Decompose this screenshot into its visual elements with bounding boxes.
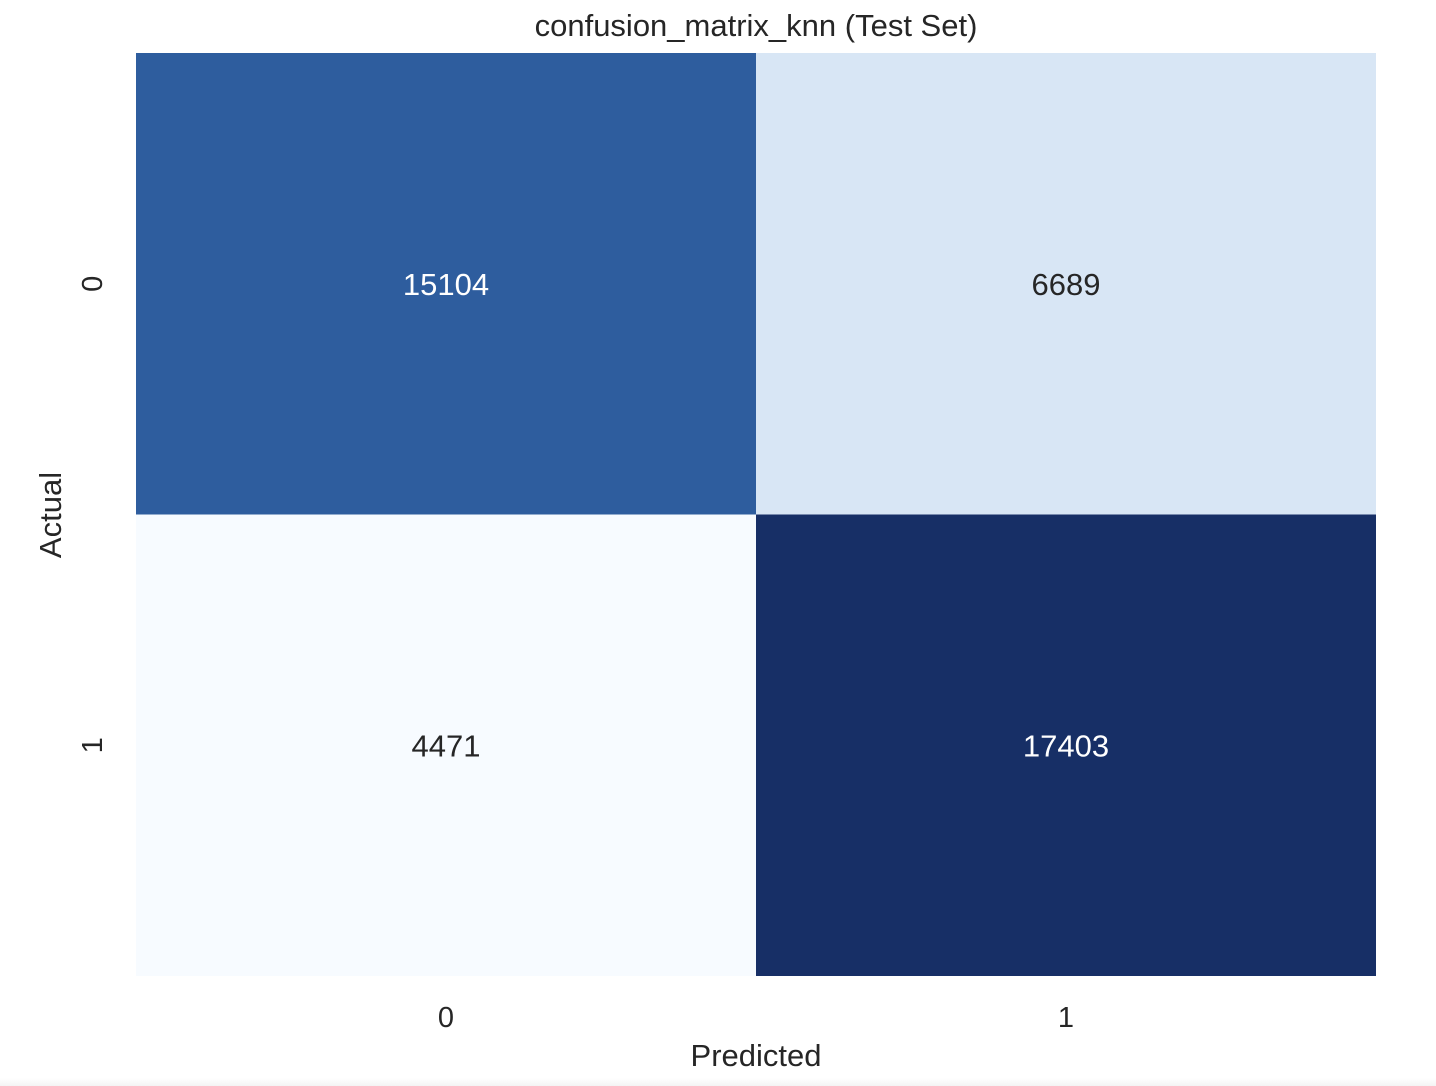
cell-value-r1-c0: 4471 [412,728,481,763]
heatmap-cell-r1-c0 [136,514,756,976]
cell-value-r0-c1: 6689 [1032,267,1101,302]
bottom-edge-shade [0,1078,1436,1086]
cell-value-r0-c0: 15104 [403,267,489,302]
cell-value-r1-c1: 17403 [1023,728,1109,763]
heatmap-cell-labels: 15104 6689 4471 17403 [403,267,1109,764]
x-tick-label-0: 0 [438,1002,454,1034]
x-tick-label-1: 1 [1058,1002,1074,1034]
heatmap-cell-r0-c0 [136,53,756,515]
y-tick-labels: 01 [77,276,109,754]
x-axis-label: Predicted [691,1038,822,1073]
heatmap-cell-r1-c1 [756,514,1376,976]
y-tick-label-1: 1 [77,737,109,753]
y-tick-label-0: 0 [77,276,109,292]
heatmap-cell-r0-c1 [756,53,1376,515]
y-axis-label: Actual [33,472,68,558]
heatmap-cells [136,53,1376,976]
chart-title: confusion_matrix_knn (Test Set) [535,8,978,43]
